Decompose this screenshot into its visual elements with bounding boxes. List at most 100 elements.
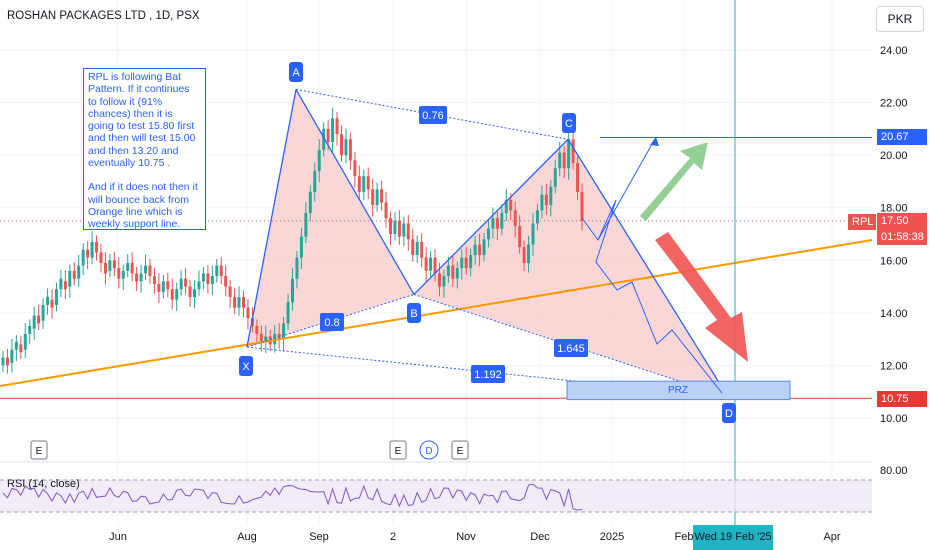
candle-body — [469, 255, 473, 269]
candle-body — [77, 265, 81, 279]
candle-body — [291, 278, 294, 303]
pattern-leg-xa — [246, 89, 297, 348]
candle-body — [242, 297, 246, 308]
candle-body — [175, 289, 179, 300]
xab-triangle — [247, 89, 414, 348]
x-tick-label: Dec — [530, 531, 550, 543]
analysis-note[interactable]: RPL is following Bat Pattern. If it cont… — [83, 68, 206, 230]
candle-body — [442, 276, 446, 287]
candle-body — [135, 273, 139, 282]
y-tick-label: 18.00 — [880, 203, 908, 215]
candle-body — [215, 265, 219, 277]
candle-body — [446, 265, 450, 277]
candle-body — [264, 336, 268, 342]
candle-body — [313, 170, 317, 192]
candle-body — [424, 257, 428, 271]
bearish-arrow — [655, 232, 748, 362]
candle-body — [420, 241, 424, 258]
candle-body — [54, 289, 58, 305]
candle-body — [46, 297, 50, 305]
candle-body — [259, 333, 263, 342]
y-tick-label: 22.00 — [880, 98, 908, 110]
event-earnings-marker — [389, 440, 407, 460]
candle-body — [32, 315, 36, 329]
currency-selector[interactable]: PKR — [876, 6, 924, 32]
candle-body — [144, 265, 148, 274]
candle-body — [464, 257, 468, 269]
candle-body — [375, 189, 379, 206]
candle-body — [282, 323, 286, 340]
candle-body — [486, 228, 490, 240]
candle-body — [139, 273, 143, 282]
point-label-c: C — [565, 118, 573, 130]
candle-body — [63, 281, 67, 290]
candle-body — [331, 118, 335, 142]
price-axis[interactable]: 24.00 22.00 20.00 18.00 16.00 14.00 12.00 10.00… — [880, 45, 908, 477]
candle-body — [161, 281, 165, 292]
candle-body — [473, 244, 477, 256]
candle-body — [103, 262, 107, 274]
candle-body — [362, 176, 366, 192]
candle-body — [219, 265, 223, 277]
candle-body — [384, 202, 388, 219]
x-tick-label: Jun — [109, 531, 127, 543]
candle-body — [549, 186, 553, 206]
crosshair-time-label: Wed 19 Feb '25 — [693, 525, 773, 550]
event-label: E — [457, 446, 464, 457]
candle-body — [415, 241, 419, 256]
candle-body — [433, 257, 437, 274]
candle-body — [344, 139, 348, 156]
point-badge-b — [407, 303, 421, 323]
candle-body — [304, 212, 308, 237]
candle-body — [371, 189, 375, 206]
candle-body — [72, 270, 76, 279]
prz-label: PRZ — [668, 385, 688, 396]
event-label: E — [395, 446, 402, 457]
drawing-overlays[interactable]: PRZ X A B C D 0.76 0.8 1.645 1.192 E E D E — [0, 0, 873, 525]
bounce-arrowhead — [650, 137, 659, 146]
chart-title: ROSHAN PACKAGES LTD , 1D, PSX — [7, 10, 200, 22]
candle-body — [90, 241, 94, 258]
candle-body — [112, 260, 116, 269]
candle-body — [531, 223, 535, 245]
event-earnings-marker — [451, 440, 469, 460]
candle-body — [28, 326, 32, 334]
candle-body — [558, 152, 562, 169]
candle-body — [353, 160, 357, 177]
ratio-label: 1.645 — [557, 343, 585, 355]
candle-body — [108, 260, 112, 271]
ratio-badge — [320, 313, 344, 331]
candle-body — [50, 299, 54, 308]
y-tick-label: 24.00 — [880, 45, 908, 57]
candle-body — [402, 223, 406, 237]
candle-body — [571, 139, 575, 164]
candle-body — [393, 220, 397, 234]
candle-body — [157, 283, 161, 292]
candle-body — [179, 278, 183, 290]
ratio-badge — [471, 365, 505, 383]
candle-body — [562, 152, 566, 169]
point-badge-x — [239, 356, 253, 376]
projected-path — [581, 199, 723, 394]
candle-body — [527, 244, 531, 263]
event-dividend-marker — [419, 440, 439, 460]
x-tick-label: Feb — [675, 531, 694, 543]
ratio-label: 1.192 — [474, 369, 502, 381]
candle-body — [99, 252, 103, 263]
y-tick-label: 14.00 — [880, 308, 908, 320]
candle-body — [491, 218, 495, 229]
candle-body — [339, 134, 343, 156]
candle-body — [86, 249, 90, 258]
candle-body — [451, 265, 455, 279]
candlestick-series — [1, 107, 584, 374]
candle-body — [233, 297, 237, 308]
candle-body — [14, 341, 18, 350]
candle-body — [299, 236, 303, 258]
time-axis[interactable]: Jun Aug Sep 2 Nov Dec 2025 Feb Apr — [109, 531, 841, 543]
bullish-arrow — [640, 142, 708, 221]
candle-body — [166, 281, 170, 290]
symbol-tag: RPL — [848, 214, 876, 230]
candle-body — [81, 249, 85, 266]
rsi-legend[interactable]: RSI (14, close) — [7, 478, 80, 490]
